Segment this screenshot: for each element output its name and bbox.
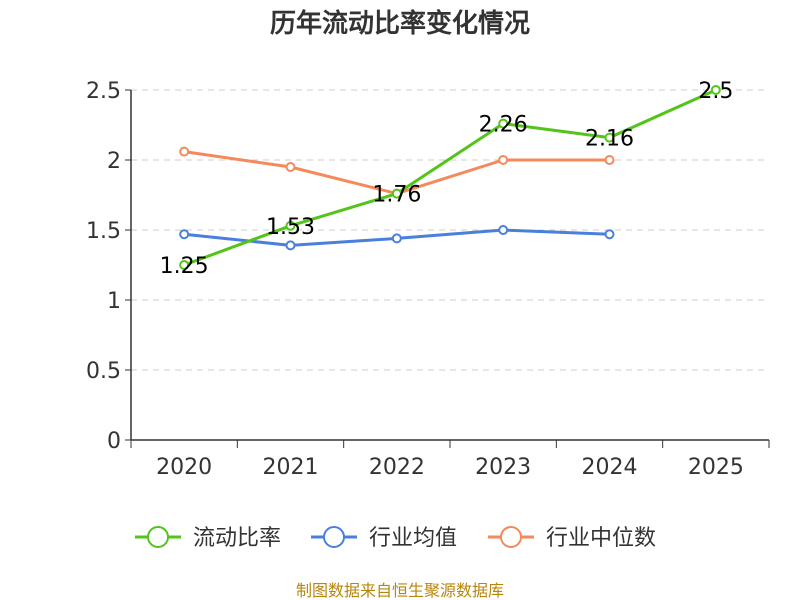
legend-label: 流动比率: [193, 526, 281, 551]
data-point[interactable]: [179, 146, 190, 157]
y-tick-label: 2: [107, 149, 121, 174]
series-lines: [179, 85, 721, 270]
x-tick-label: 2020: [156, 455, 212, 480]
data-label: 2.16: [585, 127, 634, 152]
legend-label: 行业均值: [369, 526, 457, 551]
series-line-0: [183, 88, 717, 267]
data-labels: 1.25 1.53 1.76 2.26 2.16 2.5: [160, 79, 734, 279]
data-point[interactable]: [498, 225, 509, 235]
data-point[interactable]: [604, 229, 615, 240]
data-point[interactable]: [604, 132, 615, 143]
data-label: 1.53: [266, 215, 315, 240]
x-tick-label: 2024: [582, 455, 638, 480]
legend-item-0[interactable]: 流动比率: [135, 526, 281, 551]
data-label: 1.76: [372, 183, 421, 208]
data-label: 2.26: [479, 113, 528, 138]
grid-lines: [131, 89, 769, 371]
data-point[interactable]: [179, 229, 190, 240]
data-point[interactable]: [391, 188, 402, 199]
legend-item-2[interactable]: 行业中位数: [488, 526, 656, 551]
data-point[interactable]: [498, 118, 509, 129]
legend-marker-icon: [147, 526, 169, 548]
legend-item-1[interactable]: 行业均值: [311, 526, 457, 551]
x-tick-label: 2022: [369, 455, 425, 480]
y-tick-label: 1.5: [86, 219, 121, 244]
source-note: 制图数据来自恒生聚源数据库: [296, 581, 504, 600]
data-point[interactable]: [391, 233, 402, 244]
legend-marker-icon: [323, 526, 345, 548]
data-point[interactable]: [710, 85, 721, 95]
data-point[interactable]: [285, 240, 296, 251]
y-tick-label: 2.5: [86, 79, 121, 104]
data-point[interactable]: [285, 220, 296, 231]
data-point[interactable]: [604, 155, 615, 165]
legend-marker-icon: [500, 526, 522, 548]
data-point[interactable]: [285, 162, 296, 172]
axes: 0 0.5 1 1.5 2 2.5 2020 2021 2022 2023 2024 2025: [86, 79, 770, 480]
data-label: 1.25: [160, 254, 209, 279]
data-point[interactable]: [179, 260, 190, 270]
legend-label: 行业中位数: [546, 526, 656, 551]
y-tick-label: 0.5: [86, 359, 121, 384]
x-tick-label: 2025: [688, 455, 744, 480]
x-tick-label: 2023: [475, 455, 531, 480]
x-tick-label: 2021: [263, 455, 319, 480]
y-tick-label: 0: [107, 429, 121, 454]
y-tick-label: 1: [107, 289, 121, 314]
legend[interactable]: 流动比率 行业均值 行业中位数: [135, 526, 656, 551]
data-point[interactable]: [498, 155, 509, 165]
chart-title: 历年流动比率变化情况: [270, 8, 530, 39]
data-label: 2.5: [698, 79, 733, 104]
